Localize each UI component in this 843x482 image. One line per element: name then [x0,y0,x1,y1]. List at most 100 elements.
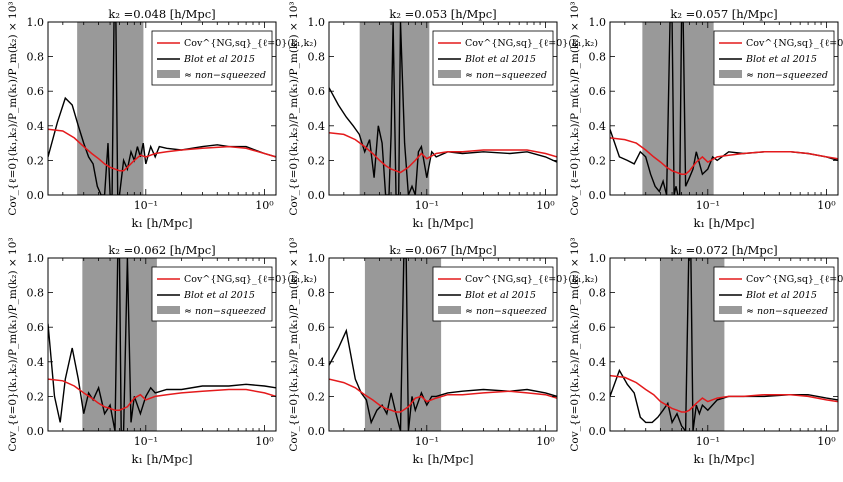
x-tick-label: 10⁻¹ [415,199,439,212]
y-tick-label: 0.8 [589,287,607,300]
plot-frame [47,257,277,432]
x-tick-label: 10⁰ [817,435,836,448]
legend: Cov^{NG,sq}_{ℓ=0}(k₁,k₂) Blot et al 2015 ≈… [151,266,317,322]
legend-band-swatch [438,70,461,78]
non-squeezed-band [642,22,714,195]
subplot-title: k₂ =0.072 [h/Mpc] [670,243,777,257]
y-tick-label: 0.8 [27,287,45,300]
x-axis-label: k₁ [h/Mpc] [693,452,754,466]
x-axis-label: k₁ [h/Mpc] [693,216,754,230]
legend-band-swatch [438,306,461,314]
y-tick-label: 0.6 [589,321,607,334]
x-tick-label: 10⁻¹ [696,435,720,448]
y-tick-label: 0.0 [27,425,45,438]
y-tick-label: 0.0 [589,425,607,438]
subplot-3: 0.0 0.2 0.4 0.6 0.8 1.0 10⁻¹ 10⁰ k₂ =0.057 [h/Mp… [569,1,843,230]
x-tick-label: 10⁻¹ [696,199,720,212]
legend: Cov^{NG,sq}_{ℓ=0}(k₁,k₂) Blot et al 2015 ≈… [713,266,843,322]
legend-band-label: ≈ non−squeezed [465,306,547,317]
x-tick-label: 10⁻¹ [415,435,439,448]
legend: Cov^{NG,sq}_{ℓ=0}(k₁,k₂) Blot et al 2015 ≈… [432,30,598,86]
y-axis-label: Cov_{ℓ=0}(k₁,k₂)/P_m(k₁)/P_m(k₂) × 10³ [288,1,300,215]
y-tick-label: 0.4 [308,356,326,369]
y-tick-label: 0.0 [27,189,45,202]
y-tick-label: 0.2 [27,154,45,167]
model-line [329,378,557,413]
y-tick-label: 0.0 [308,425,326,438]
y-tick-label: 0.2 [589,154,607,167]
legend-model-label: Cov^{NG,sq}_{ℓ=0}(k₁,k₂) [746,38,843,49]
y-tick-label: 0.4 [308,120,326,133]
legend-band-swatch [719,70,742,78]
y-tick-label: 0.6 [308,85,326,98]
y-tick-label: 0.4 [27,356,45,369]
subplot-5: 0.0 0.2 0.4 0.6 0.8 1.0 10⁻¹ 10⁰ k₂ =0.067 [h/Mp… [288,237,598,466]
model-line [610,137,838,175]
subplot-title: k₂ =0.053 [h/Mpc] [389,7,496,21]
y-tick-label: 0.2 [589,390,607,403]
plot-frame [328,21,558,196]
subplot-title: k₂ =0.048 [h/Mpc] [108,7,215,21]
y-tick-label: 0.0 [308,189,326,202]
plot-frame [609,21,839,196]
x-tick-label: 10⁻¹ [134,435,158,448]
blot-data-line [48,258,276,431]
y-tick-label: 0.6 [27,85,45,98]
subplot-1: 0.0 0.2 0.4 0.6 0.8 1.0 10⁻¹ 10⁰ k₂ =0.048 [h/Mp… [7,1,317,230]
legend-model-label: Cov^{NG,sq}_{ℓ=0}(k₁,k₂) [465,274,598,285]
model-line [610,374,838,413]
y-tick-label: 1.0 [27,252,45,265]
y-axis-label: Cov_{ℓ=0}(k₁,k₂)/P_m(k₁)/P_m(k₂) × 10³ [569,237,581,451]
model-line [48,128,276,172]
legend-model-label: Cov^{NG,sq}_{ℓ=0}(k₁,k₂) [465,38,598,49]
legend-data-label: Blot et al 2015 [183,290,255,301]
y-tick-label: 1.0 [589,252,607,265]
x-axis-label: k₁ [h/Mpc] [131,452,192,466]
y-tick-label: 0.0 [589,189,607,202]
y-tick-label: 1.0 [589,16,607,29]
x-axis-label: k₁ [h/Mpc] [131,216,192,230]
legend-band-swatch [157,306,180,314]
legend-data-label: Blot et al 2015 [464,54,536,65]
legend: Cov^{NG,sq}_{ℓ=0}(k₁,k₂) Blot et al 2015 ≈… [713,30,843,86]
y-tick-label: 0.8 [27,51,45,64]
y-tick-label: 0.4 [589,120,607,133]
subplot-title: k₂ =0.062 [h/Mpc] [108,243,215,257]
y-tick-label: 1.0 [27,16,45,29]
subplot-4: 0.0 0.2 0.4 0.6 0.8 1.0 10⁻¹ 10⁰ k₂ =0.062 [h/Mp… [7,237,317,466]
y-tick-label: 0.2 [27,390,45,403]
y-tick-label: 0.8 [308,287,326,300]
model-line [48,378,276,411]
subplot-2: 0.0 0.2 0.4 0.6 0.8 1.0 10⁻¹ 10⁰ k₂ =0.053 [h/Mp… [288,1,598,230]
y-tick-label: 0.8 [589,51,607,64]
y-tick-label: 0.6 [27,321,45,334]
plot-frame [47,21,277,196]
y-tick-label: 0.2 [308,154,326,167]
model-line [329,131,557,174]
legend-data-label: Blot et al 2015 [745,290,817,301]
legend-band-swatch [719,306,742,314]
legend-model-label: Cov^{NG,sq}_{ℓ=0}(k₁,k₂) [184,38,317,49]
x-tick-label: 10⁰ [255,199,274,212]
legend-data-label: Blot et al 2015 [464,290,536,301]
x-axis-label: k₁ [h/Mpc] [412,216,473,230]
legend-band-label: ≈ non−squeezed [746,306,828,317]
legend-model-label: Cov^{NG,sq}_{ℓ=0}(k₁,k₂) [184,274,317,285]
y-tick-label: 0.4 [589,356,607,369]
legend-band-label: ≈ non−squeezed [184,306,266,317]
x-tick-label: 10⁰ [255,435,274,448]
y-tick-label: 0.2 [308,390,326,403]
y-axis-label: Cov_{ℓ=0}(k₁,k₂)/P_m(k₁)/P_m(k₂) × 10³ [7,1,19,215]
y-axis-label: Cov_{ℓ=0}(k₁,k₂)/P_m(k₁)/P_m(k₂) × 10³ [288,237,300,451]
y-axis-label: Cov_{ℓ=0}(k₁,k₂)/P_m(k₁)/P_m(k₂) × 10³ [7,237,19,451]
y-axis-label: Cov_{ℓ=0}(k₁,k₂)/P_m(k₁)/P_m(k₂) × 10³ [569,1,581,215]
legend-model-label: Cov^{NG,sq}_{ℓ=0}(k₁,k₂) [746,274,843,285]
y-tick-label: 0.6 [308,321,326,334]
plot-frame [609,257,839,432]
x-tick-label: 10⁰ [817,199,836,212]
legend-data-label: Blot et al 2015 [183,54,255,65]
blot-data-line [610,22,838,195]
subplot-title: k₂ =0.057 [h/Mpc] [670,7,777,21]
y-tick-label: 0.8 [308,51,326,64]
legend-data-label: Blot et al 2015 [745,54,817,65]
